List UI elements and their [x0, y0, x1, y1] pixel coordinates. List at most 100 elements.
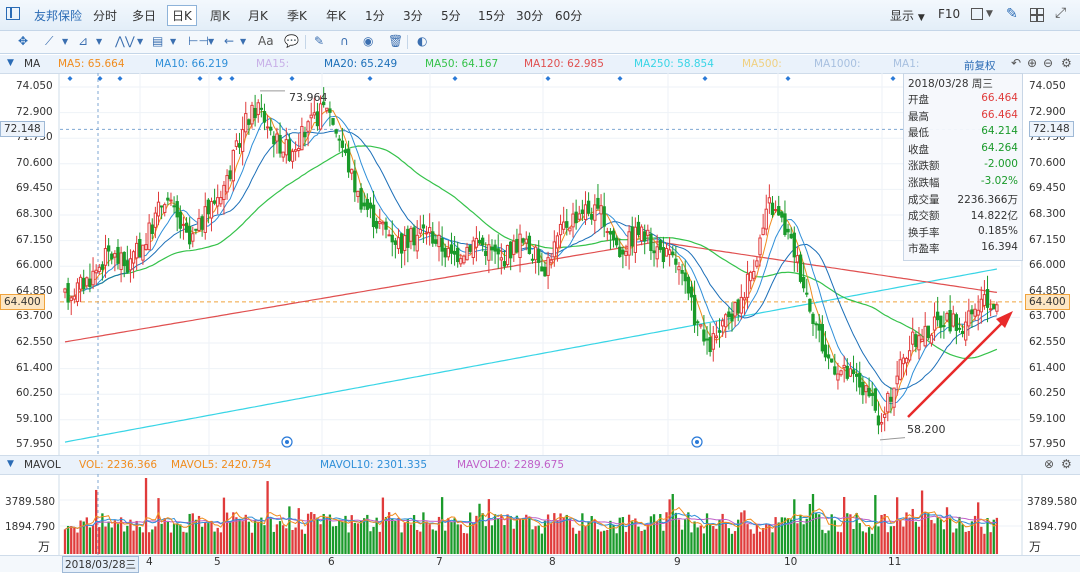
event-marker[interactable]	[702, 76, 708, 81]
info-row: 最高 66.464	[908, 109, 1018, 125]
tab-monthly-k[interactable]: 月K	[248, 9, 268, 23]
candle-body	[424, 232, 429, 235]
measure-chevron-icon[interactable]: ▼	[208, 37, 215, 46]
grid-icon[interactable]	[1030, 8, 1044, 22]
line-tool-chevron-icon[interactable]: ▼	[62, 37, 69, 46]
candle-body	[368, 202, 373, 209]
tab-intraday[interactable]: 分时	[93, 9, 118, 23]
candle-body	[845, 365, 849, 379]
event-marker[interactable]	[452, 76, 458, 81]
candle-body	[421, 224, 426, 229]
layout-chevron-icon[interactable]: ▼	[986, 9, 993, 19]
pen-icon[interactable]: ✎	[1006, 6, 1018, 22]
event-marker[interactable]	[785, 76, 791, 81]
event-marker[interactable]	[617, 76, 623, 81]
tab-quarterly-k[interactable]: 季K	[287, 9, 307, 23]
line-tool-icon[interactable]: ⟋	[45, 34, 54, 48]
dividend-marker[interactable]	[281, 436, 293, 448]
tab-60min[interactable]: 60分	[555, 9, 583, 23]
event-marker[interactable]	[97, 76, 103, 81]
collapse-chevron-icon[interactable]: ▼	[7, 58, 14, 68]
vol-settings-icon[interactable]: ⚙	[1061, 457, 1072, 471]
text-tool-icon[interactable]: Aa	[258, 34, 274, 48]
tab-3min[interactable]: 3分	[403, 9, 423, 23]
tab-30min[interactable]: 30分	[516, 9, 544, 23]
volume-chart[interactable]	[0, 474, 1080, 556]
vol-collapse-chevron-icon[interactable]: ▼	[7, 459, 14, 469]
vol-close-icon[interactable]: ⊗	[1044, 457, 1055, 471]
overlay-icon[interactable]: ◐	[417, 34, 428, 48]
sidebar-toggle-icon[interactable]	[6, 7, 20, 20]
ma1000-value: MA1000:	[814, 58, 861, 70]
volume-bar	[490, 525, 494, 554]
mavol5-value: MAVOL5: 2420.754	[171, 459, 272, 471]
magnet-icon[interactable]: ∩	[340, 34, 349, 48]
channel-tool-icon[interactable]: ⊿	[78, 34, 89, 48]
trend-arrow-line	[907, 316, 1009, 418]
brush-icon[interactable]: ✎	[314, 34, 325, 48]
volume-bar	[244, 514, 247, 554]
volume-bar	[746, 524, 749, 554]
candle-body	[300, 126, 304, 151]
comment-icon[interactable]: 💬	[284, 34, 299, 48]
wave-tool-chevron-icon[interactable]: ▼	[137, 37, 144, 46]
volume-bar	[278, 521, 282, 554]
event-marker[interactable]	[67, 76, 73, 81]
tab-yearly-k[interactable]: 年K	[326, 9, 346, 23]
candle-body	[284, 139, 288, 156]
candle-body	[555, 235, 560, 249]
wave-tool-icon[interactable]: ⋀⋁	[115, 34, 135, 48]
tab-15min[interactable]: 15分	[478, 9, 506, 23]
eye-icon[interactable]: ◉	[363, 34, 374, 48]
volume-bar	[908, 517, 911, 554]
event-marker[interactable]	[229, 76, 235, 81]
dividend-marker[interactable]	[691, 436, 703, 448]
event-marker[interactable]	[545, 76, 551, 81]
undo-icon[interactable]: ↶	[1011, 56, 1022, 70]
fullscreen-icon[interactable]: ⤢	[1055, 5, 1067, 21]
candle-body	[318, 103, 323, 130]
candle-body	[839, 370, 843, 376]
event-marker[interactable]	[367, 76, 373, 81]
tab-weekly-k[interactable]: 周K	[210, 9, 230, 23]
trash-icon[interactable]: 🗑	[388, 34, 404, 48]
layout-icon[interactable]	[971, 8, 983, 20]
event-marker[interactable]	[289, 76, 295, 81]
event-marker[interactable]	[890, 76, 896, 81]
tab-5min[interactable]: 5分	[441, 9, 461, 23]
volume-bar	[615, 533, 618, 554]
volume-bar	[294, 527, 297, 554]
event-marker[interactable]	[197, 76, 203, 81]
candle-body	[988, 308, 993, 311]
fibonacci-chevron-icon[interactable]: ▼	[170, 37, 177, 46]
display-menu[interactable]: 显示 ▼	[890, 7, 925, 24]
f10-button[interactable]: F10	[938, 7, 961, 21]
event-marker[interactable]	[217, 76, 223, 81]
zoom-out-icon[interactable]: ⊖	[1043, 56, 1054, 70]
candle-body	[886, 392, 890, 413]
zoom-in-icon[interactable]: ⊕	[1027, 56, 1038, 70]
event-marker[interactable]	[117, 76, 123, 81]
arrow-chevron-icon[interactable]: ▼	[240, 37, 247, 46]
measure-tool-icon[interactable]: ⊢⊣	[188, 34, 209, 48]
volume-bar	[207, 523, 210, 554]
tab-daily-k[interactable]: 日K	[167, 5, 197, 26]
adjust-mode-button[interactable]: 前复权	[964, 60, 996, 72]
ma-title[interactable]: MA	[24, 58, 41, 70]
crosshair-move-icon[interactable]: ✥	[18, 34, 29, 48]
volume-bar	[437, 516, 441, 554]
fibonacci-tool-icon[interactable]: ▤	[152, 34, 164, 48]
tab-1min[interactable]: 1分	[365, 9, 385, 23]
settings-icon[interactable]: ⚙	[1061, 56, 1072, 70]
volume-bar	[895, 497, 899, 554]
stock-name[interactable]: 友邦保险	[34, 9, 83, 23]
kline-chart[interactable]	[0, 73, 1080, 455]
volume-bar	[481, 513, 484, 554]
arrow-tool-icon[interactable]: ←	[224, 34, 235, 48]
tab-multi-day[interactable]: 多日	[132, 9, 157, 23]
info-row: 市盈率 16.394	[908, 241, 1018, 257]
candle-body	[434, 239, 438, 244]
channel-tool-chevron-icon[interactable]: ▼	[96, 37, 103, 46]
mavol-title[interactable]: MAVOL	[24, 459, 61, 471]
candle-body	[365, 198, 369, 210]
